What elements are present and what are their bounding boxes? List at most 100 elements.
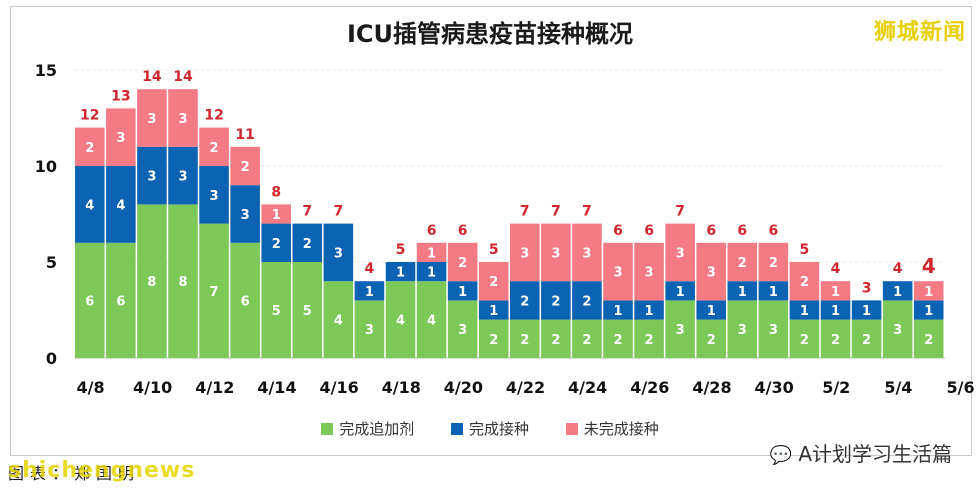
bar-value-label: 4 xyxy=(116,198,125,213)
bar-value-label: 2 xyxy=(551,333,560,348)
bar-value-label: 2 xyxy=(613,333,622,348)
bar-segment xyxy=(603,242,633,301)
bar-segment xyxy=(168,146,198,205)
bar-segment xyxy=(820,281,851,301)
bar-value-label: 2 xyxy=(800,333,809,348)
bar-value-label: 2 xyxy=(738,256,747,271)
bar-value-label: 1 xyxy=(831,285,840,300)
bar-segment xyxy=(199,223,229,358)
bar-value-label: 2 xyxy=(303,237,312,252)
legend-label-full: 完成接种 xyxy=(468,420,529,438)
bar-value-label: 3 xyxy=(769,323,778,338)
bar-value-label: 3 xyxy=(707,266,716,281)
bar-segment xyxy=(230,146,260,186)
bar-segment xyxy=(478,319,509,358)
bar-segment xyxy=(913,319,944,358)
bar-value-label: 6 xyxy=(85,294,94,309)
bar-total-label: 7 xyxy=(551,204,561,220)
bar-value-label: 2 xyxy=(458,256,467,271)
bar-total-label: 14 xyxy=(173,69,193,85)
x-tick-label: 4/18 xyxy=(382,378,421,397)
bar-segment xyxy=(261,223,291,262)
bar-segment xyxy=(572,223,602,282)
x-tick-label: 4/8 xyxy=(76,378,104,397)
bar-value-label: 2 xyxy=(769,256,778,271)
bar-value-label: 1 xyxy=(489,304,498,319)
bar-segment xyxy=(665,281,695,301)
bar-value-label: 3 xyxy=(458,323,467,338)
bar-segment xyxy=(261,262,291,358)
x-tick-label: 5/2 xyxy=(822,378,850,397)
bar-segment xyxy=(696,300,726,320)
bar-segment xyxy=(913,300,944,320)
bar-total-label: 7 xyxy=(333,204,343,220)
x-tick-label: 4/24 xyxy=(568,378,607,397)
bar-value-label: 3 xyxy=(893,323,902,338)
bar-segment xyxy=(510,223,540,282)
bar-segment xyxy=(323,281,354,358)
bar-segment xyxy=(603,319,633,358)
bar-segment xyxy=(727,242,758,282)
bar-total-label: 7 xyxy=(675,204,685,220)
bar-value-label: 1 xyxy=(800,304,809,319)
bar-total-label: 7 xyxy=(520,204,530,220)
bar-value-label: 1 xyxy=(458,285,467,300)
bar-segment xyxy=(820,319,851,358)
bar-total-label: 6 xyxy=(427,223,437,239)
bar-value-label: 1 xyxy=(738,285,747,300)
bar-segment xyxy=(75,166,105,243)
bars: 6421264313833148331473212632115218527437… xyxy=(75,69,944,358)
bar-segment xyxy=(758,300,789,358)
bar-value-label: 1 xyxy=(396,266,405,281)
legend-item-full: 完成接种 xyxy=(450,418,529,439)
bar-segment xyxy=(292,262,323,358)
bar-segment xyxy=(106,242,136,358)
bar-segment xyxy=(230,185,260,243)
bar-value-label: 5 xyxy=(272,304,281,319)
chart-title: ICU插管病患疫苗接种概况 xyxy=(346,20,634,48)
bar-segment xyxy=(851,300,882,320)
bar-value-label: 1 xyxy=(707,304,716,319)
y-tick-label: 0 xyxy=(46,349,57,368)
x-tick-label: 5/6 xyxy=(946,378,974,397)
bar-segment xyxy=(75,242,105,358)
bar-value-label: 2 xyxy=(210,141,219,156)
account-name: 💬 A计划学习生活篇 xyxy=(770,438,952,467)
bar-segment xyxy=(758,242,789,282)
bar-segment xyxy=(882,281,913,301)
x-tick-label: 4/10 xyxy=(133,378,172,397)
bar-value-label: 4 xyxy=(334,314,343,329)
x-tick-label: 4/30 xyxy=(754,378,793,397)
bar-segment xyxy=(696,242,726,301)
bar-value-label: 1 xyxy=(272,208,281,223)
bar-value-label: 5 xyxy=(303,304,312,319)
bar-segment xyxy=(168,204,198,358)
bar-segment xyxy=(354,300,385,358)
bar-value-label: 3 xyxy=(613,266,622,281)
bar-value-label: 1 xyxy=(427,246,436,261)
bar-segment xyxy=(447,281,478,301)
bar-value-label: 3 xyxy=(738,323,747,338)
legend-swatch-full xyxy=(450,423,463,435)
bar-segment xyxy=(323,223,354,282)
bar-value-label: 2 xyxy=(582,294,591,309)
x-tick-label: 4/12 xyxy=(195,378,234,397)
bar-segment xyxy=(478,262,509,301)
x-tick-label: 4/16 xyxy=(319,378,358,397)
bar-segment xyxy=(447,242,478,282)
bar-value-label: 1 xyxy=(924,285,933,300)
bar-segment xyxy=(385,262,416,282)
bar-value-label: 2 xyxy=(85,141,94,156)
bar-value-label: 3 xyxy=(147,170,156,185)
bar-total-label: 6 xyxy=(737,223,747,239)
bar-total-label: 7 xyxy=(582,204,592,220)
bar-value-label: 2 xyxy=(924,333,933,348)
x-tick-label: 4/14 xyxy=(257,378,296,397)
bar-segment xyxy=(789,262,820,301)
bar-segment xyxy=(572,319,602,358)
y-tick-label: 15 xyxy=(35,61,57,80)
x-tick-label: 4/22 xyxy=(506,378,545,397)
bar-value-label: 1 xyxy=(365,285,374,300)
bar-segment xyxy=(261,204,291,224)
